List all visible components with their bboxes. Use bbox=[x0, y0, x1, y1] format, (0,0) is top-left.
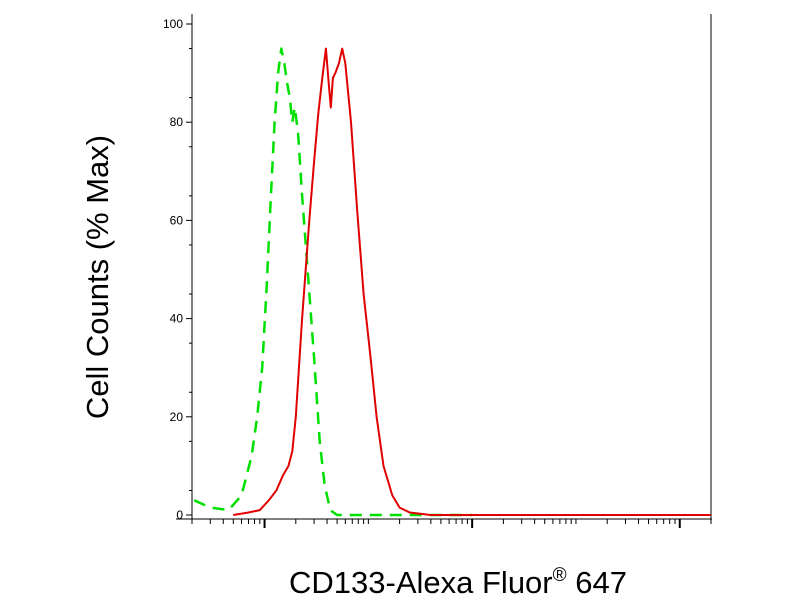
y-tick-label: 100 bbox=[163, 17, 183, 31]
x-axis-title-registered-mark: ® bbox=[553, 565, 567, 586]
y-tick-label: 20 bbox=[170, 410, 184, 424]
y-tick-label: 40 bbox=[170, 312, 184, 326]
x-axis-title: CD133-Alexa Fluor® 647 bbox=[289, 565, 627, 600]
y-tick-label: 60 bbox=[170, 213, 184, 227]
x-axis-title-tail: 647 bbox=[567, 565, 627, 600]
x-axis-ticks bbox=[191, 519, 712, 528]
plot-area: 0 20 40 60 80 100 bbox=[163, 14, 712, 528]
y-tick-label: 80 bbox=[170, 115, 184, 129]
x-axis-title-main: CD133-Alexa Fluor bbox=[289, 565, 553, 600]
y-axis-title: Cell Counts (% Max) bbox=[80, 135, 115, 419]
y-axis-ticks: 0 20 40 60 80 100 bbox=[163, 17, 192, 522]
series-layer bbox=[193, 47, 711, 517]
series-line-stained bbox=[233, 47, 711, 516]
y-tick-label: 0 bbox=[176, 508, 183, 522]
series-line-control bbox=[193, 47, 473, 517]
